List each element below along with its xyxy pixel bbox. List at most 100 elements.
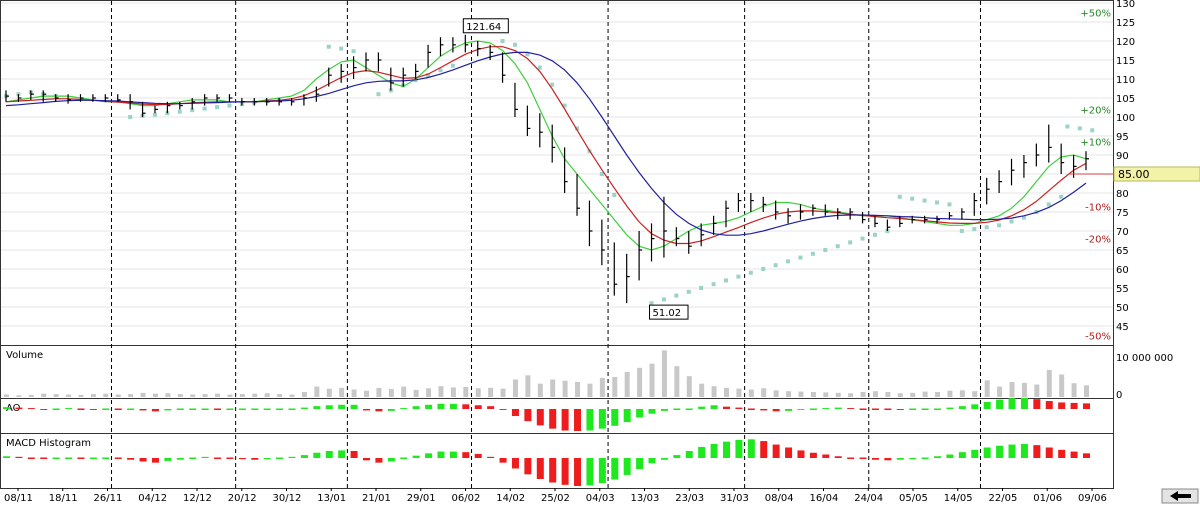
price-bar: [42, 90, 47, 102]
sar-dot: [612, 192, 617, 197]
percent-label: -10%: [1085, 202, 1111, 213]
macd-bar: [425, 453, 433, 458]
volume-bar: [264, 393, 270, 397]
volume-bar: [314, 386, 320, 397]
price-bar: [973, 193, 978, 216]
macd-bar: [822, 454, 830, 458]
ao-bar: [611, 409, 619, 426]
price-bar: [79, 94, 84, 102]
macd-bar: [288, 456, 296, 458]
price-bar: [92, 94, 96, 102]
price-bar: [17, 94, 22, 102]
price-bar: [5, 90, 9, 102]
macd-bar: [40, 457, 48, 459]
sar-dot: [599, 172, 604, 176]
ao-bar: [189, 408, 197, 410]
macd-bar: [673, 455, 681, 458]
macd-bar: [15, 456, 23, 458]
volume-bar: [1034, 384, 1040, 397]
volume-bar: [761, 388, 767, 397]
sar-dot: [1009, 219, 1014, 224]
x-tick-label: 13/01: [317, 493, 346, 504]
macd-bar: [797, 450, 805, 458]
price-bar: [290, 98, 295, 106]
macd-bar: [698, 446, 706, 458]
y-tick-label: 80: [1116, 189, 1129, 200]
ao-bar: [387, 409, 395, 411]
price-bar: [874, 215, 878, 228]
x-tick-label: 06/02: [452, 493, 481, 504]
ao-bar: [1083, 403, 1090, 409]
volume-bar: [562, 380, 568, 397]
sar-dot: [1021, 215, 1026, 220]
macd-bar: [462, 452, 470, 458]
volume-bar: [16, 395, 22, 397]
volume-bar: [748, 389, 754, 397]
macd-bar: [387, 458, 395, 462]
macd-bar: [598, 458, 606, 484]
volume-bar: [190, 394, 196, 397]
macd-bar: [363, 458, 370, 461]
price-bar: [67, 94, 72, 104]
macd-bar: [1008, 444, 1016, 458]
moving-average-line-3: [5, 51, 1087, 236]
sar-dot: [512, 42, 517, 47]
price-bar: [750, 193, 754, 212]
price-bar: [390, 67, 394, 91]
price-bar: [613, 242, 618, 296]
ao-bar: [52, 408, 60, 410]
price-bar: [1085, 151, 1089, 171]
ao-bar: [164, 409, 172, 411]
ao-bar: [412, 406, 420, 409]
x-tick-label: 05/05: [899, 493, 928, 504]
macd-bar: [536, 458, 544, 479]
volume-bar: [550, 379, 556, 397]
sar-dot: [674, 293, 679, 298]
y-tick-label: 90: [1116, 151, 1129, 162]
price-bar: [55, 94, 59, 102]
back-button[interactable]: [1161, 488, 1199, 504]
x-tick-label: 13/03: [631, 493, 660, 504]
price-bar: [650, 223, 655, 262]
ao-bar: [698, 406, 706, 409]
macd-bar: [1070, 451, 1078, 458]
sar-dot: [351, 49, 356, 54]
macd-bar: [300, 455, 308, 458]
price-bar: [204, 94, 208, 106]
macd-title: MACD Histogram: [6, 438, 91, 449]
ao-bar: [313, 406, 321, 409]
volume-bar: [736, 388, 742, 397]
ao-bar: [511, 409, 519, 417]
sar-dot: [525, 52, 530, 57]
macd-bar: [921, 457, 929, 459]
macd-bar: [77, 457, 85, 459]
volume-bar: [599, 377, 605, 397]
price-annotation-box: [462, 18, 509, 34]
ao-bar: [263, 408, 271, 410]
ao-bar: [636, 409, 644, 418]
macd-bar: [723, 441, 730, 458]
x-tick-label: 04/12: [138, 493, 167, 504]
volume-bar: [401, 386, 407, 397]
sar-dot: [537, 65, 542, 70]
macd-bar: [164, 458, 172, 461]
percent-label: +10%: [1080, 138, 1111, 149]
volume-bar: [637, 367, 643, 397]
volume-bar: [897, 393, 903, 397]
sar-dot: [339, 46, 344, 51]
macd-bar: [251, 458, 259, 460]
volume-bar: [165, 393, 171, 397]
macd-bar: [561, 458, 569, 485]
price-bar: [899, 215, 903, 228]
ao-bar: [201, 408, 209, 410]
macd-bar: [276, 457, 284, 459]
volume-bars: [4, 350, 1089, 397]
macd-bar: [400, 457, 408, 459]
y-tick-label: 55: [1116, 284, 1129, 295]
macd-bar: [27, 457, 35, 459]
sar-dot: [761, 267, 766, 271]
y-tick-label: 65: [1116, 246, 1129, 257]
volume-bar: [326, 388, 332, 397]
x-tick-label: 20/12: [228, 493, 257, 504]
ao-bar: [65, 408, 73, 409]
